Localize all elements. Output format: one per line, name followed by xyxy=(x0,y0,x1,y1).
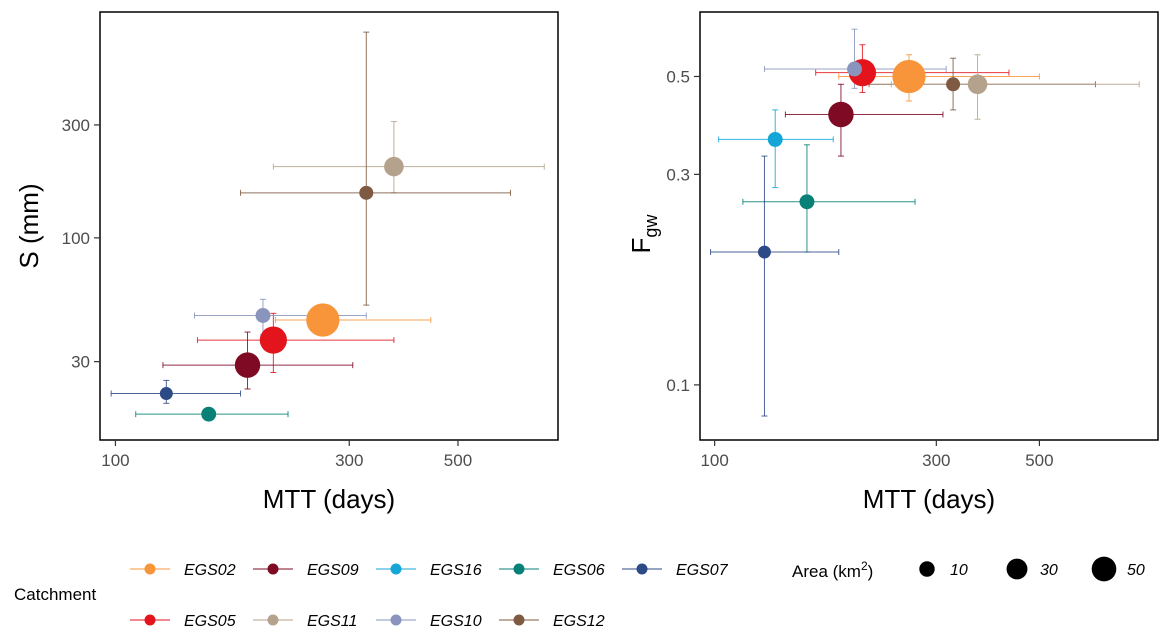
legend-key-point xyxy=(390,563,402,575)
right-y-axis-label-main: F xyxy=(626,238,656,254)
legend-item-egs06: EGS06 xyxy=(499,562,605,579)
point-egs12 xyxy=(359,185,374,200)
legend-item-egs09: EGS09 xyxy=(253,562,359,579)
errorbars-egs07 xyxy=(710,155,840,417)
point-egs16 xyxy=(767,131,783,147)
legend-label: EGS06 xyxy=(553,562,605,579)
legend-label: EGS07 xyxy=(676,562,729,579)
legend-item-egs07: EGS07 xyxy=(622,562,729,579)
legend-key-point xyxy=(513,614,525,626)
legend-title-area-close: ) xyxy=(868,562,874,581)
x-tick-label: 100 xyxy=(101,451,129,470)
legend-catchment-items: EGS02 EGS09 EGS16 EGS06 EGS07 EGS05 EGS11 EGS10… xyxy=(130,562,729,629)
left-x-axis-label: MTT (days) xyxy=(263,484,395,514)
point-egs02 xyxy=(306,303,340,337)
panel-left-s-vs-mtt: 100 300 500 30 100 300 MTT (days) S (mm) xyxy=(14,11,559,514)
legend-key-point xyxy=(144,614,156,626)
left-axis-ticks: 100 300 500 30 100 300 xyxy=(62,116,473,470)
point-egs06 xyxy=(201,406,217,422)
point-egs06 xyxy=(799,194,815,210)
right-y-axis-label-sub: gw xyxy=(641,214,661,238)
legend-item-egs10: EGS10 xyxy=(376,613,482,629)
legend-title-area-sup: 2 xyxy=(861,559,868,573)
x-tick-label: 500 xyxy=(444,451,472,470)
right-data-marks xyxy=(710,28,1140,417)
legend-label: EGS10 xyxy=(430,613,482,629)
legend-title-area: Area (km2) xyxy=(792,559,873,581)
point-egs11 xyxy=(384,156,404,177)
legend-item-egs16: EGS16 xyxy=(376,562,482,579)
legend-item-egs05: EGS05 xyxy=(130,613,236,629)
point-egs09 xyxy=(828,101,854,128)
legend-label: EGS12 xyxy=(553,613,605,629)
point-egs07 xyxy=(757,245,771,259)
right-axis-ticks: 100 300 500 0.1 0.3 0.5 xyxy=(666,67,1053,470)
legend-label: EGS16 xyxy=(430,562,482,579)
legend-key-point xyxy=(513,563,525,575)
point-egs12 xyxy=(946,77,961,92)
legend-area-10: 10 xyxy=(919,561,968,579)
legend-area-30: 30 xyxy=(1006,558,1058,580)
plot-frame-right xyxy=(699,11,1159,441)
legend-label: EGS02 xyxy=(184,562,236,579)
legend-area-label: 10 xyxy=(950,562,968,579)
left-y-axis-label: S (mm) xyxy=(14,183,44,268)
legend-key-point xyxy=(390,614,402,626)
legend: Catchment EGS02 EGS09 EGS16 EGS06 EGS07 EGS05… xyxy=(14,556,1145,629)
legend-area-circle xyxy=(919,561,935,577)
legend-area-50: 50 xyxy=(1091,556,1145,582)
left-data-marks xyxy=(110,31,545,422)
legend-area-circle xyxy=(1006,558,1028,580)
x-tick-label: 300 xyxy=(335,451,363,470)
legend-key-point xyxy=(636,563,648,575)
right-y-axis-label: Fgw xyxy=(626,214,661,254)
y-tick-label: 30 xyxy=(71,353,90,372)
legend-area-circle xyxy=(1091,556,1117,582)
right-x-axis-label: MTT (days) xyxy=(863,484,995,514)
point-egs10 xyxy=(847,61,862,77)
legend-label: EGS09 xyxy=(307,562,359,579)
point-egs02 xyxy=(892,59,926,94)
legend-item-egs11: EGS11 xyxy=(253,613,357,629)
svg-text:Fgw: Fgw xyxy=(626,214,661,254)
errorbars-egs12 xyxy=(240,31,512,306)
legend-label: EGS11 xyxy=(307,613,357,629)
y-tick-label: 0.3 xyxy=(666,165,690,184)
x-tick-label: 100 xyxy=(700,451,728,470)
point-egs05 xyxy=(259,326,287,354)
point-egs07 xyxy=(159,387,173,401)
x-tick-label: 500 xyxy=(1025,451,1053,470)
legend-area-sizes: 10 30 50 xyxy=(919,556,1145,582)
legend-item-egs02: EGS02 xyxy=(130,562,236,579)
y-tick-label: 300 xyxy=(62,116,90,135)
legend-label: EGS05 xyxy=(184,613,236,629)
y-tick-label: 0.1 xyxy=(666,376,690,395)
legend-key-point xyxy=(144,563,156,575)
legend-area-label: 30 xyxy=(1040,562,1058,579)
y-tick-label: 100 xyxy=(62,229,90,248)
legend-key-point xyxy=(267,614,279,626)
point-egs11 xyxy=(967,74,988,95)
legend-key-point xyxy=(267,563,279,575)
point-egs09 xyxy=(234,352,261,378)
legend-title-area-text: Area (km xyxy=(792,562,861,581)
legend-title-catchment: Catchment xyxy=(14,585,96,604)
legend-item-egs12: EGS12 xyxy=(499,613,605,629)
legend-area-label: 50 xyxy=(1127,562,1145,579)
plot-frame-left xyxy=(99,11,559,441)
panel-right-fgw-vs-mtt: 100 300 500 0.1 0.3 0.5 MTT (days) Fgw xyxy=(626,11,1159,514)
point-egs10 xyxy=(255,308,271,323)
y-tick-label: 0.5 xyxy=(666,67,690,86)
x-tick-label: 300 xyxy=(922,451,950,470)
